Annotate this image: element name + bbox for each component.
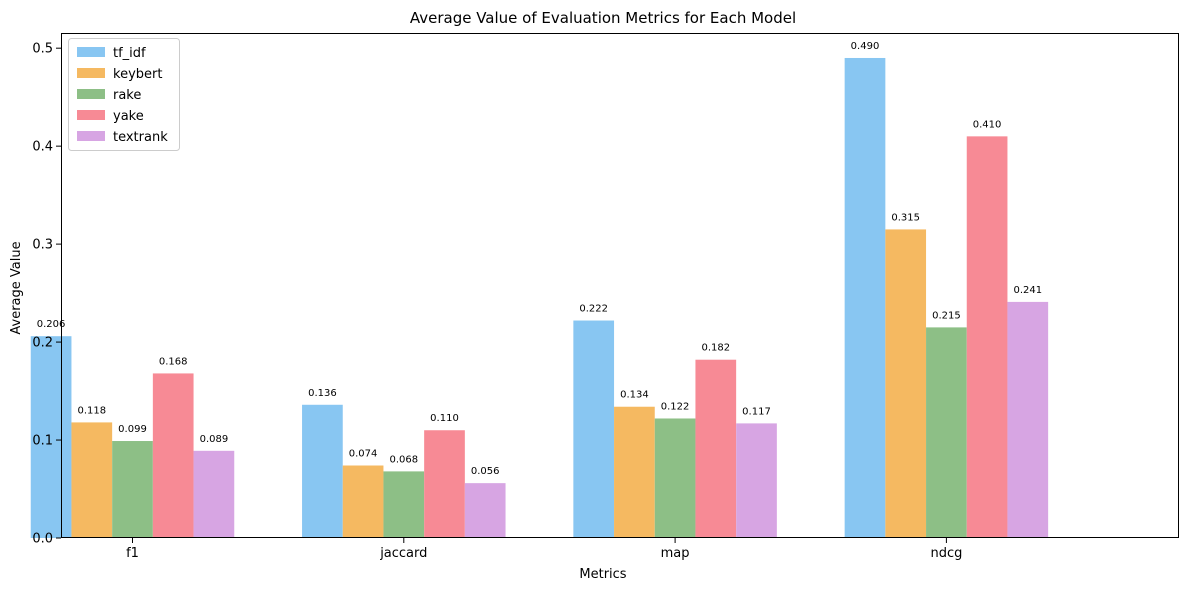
bar-rake-ndcg bbox=[926, 327, 967, 538]
x-axis-label: Metrics bbox=[579, 567, 626, 582]
y-axis: 0.0 0.1 0.2 0.3 0.4 0.5 bbox=[32, 42, 61, 547]
bar-rake-f1 bbox=[112, 441, 153, 538]
legend-box bbox=[68, 38, 180, 151]
data-label-keybert-ndcg: 0.315 bbox=[891, 212, 920, 223]
bar-textrank-ndcg bbox=[1007, 301, 1049, 538]
x-tick-label-ndcg: ndcg bbox=[930, 546, 962, 561]
chart-title: Average Value of Evaluation Metrics for … bbox=[410, 9, 796, 27]
data-labels-layer: 0.206 0.136 0.222 0.490 0.118 0.074 0.134 0.315… bbox=[37, 41, 1042, 477]
data-label-rake-f1: 0.099 bbox=[118, 424, 147, 435]
data-label-yake-jaccard: 0.110 bbox=[430, 413, 459, 424]
bar-yake-f1 bbox=[152, 373, 194, 538]
data-label-yake-ndcg: 0.410 bbox=[973, 119, 1002, 130]
legend-swatch-rake bbox=[77, 89, 105, 99]
bar-yake-map bbox=[695, 359, 737, 538]
y-tick-label: 0.3 bbox=[32, 238, 53, 253]
data-label-keybert-map: 0.134 bbox=[620, 390, 649, 401]
data-label-tf_idf-f1: 0.206 bbox=[37, 319, 66, 330]
bar-yake-ndcg bbox=[966, 136, 1008, 538]
plot-frame bbox=[61, 33, 1179, 538]
bar-rake-map bbox=[654, 418, 696, 538]
legend-label-yake: yake bbox=[113, 109, 144, 124]
y-tick-label: 0.4 bbox=[32, 140, 53, 155]
legend-swatch-textrank bbox=[77, 131, 105, 141]
data-label-yake-map: 0.182 bbox=[701, 343, 730, 354]
data-label-textrank-f1: 0.089 bbox=[200, 434, 229, 445]
bars-layer bbox=[30, 57, 1049, 539]
legend-label-textrank: textrank bbox=[113, 130, 168, 145]
bar-yake-jaccard bbox=[424, 430, 465, 538]
y-tick-label: 0.5 bbox=[32, 42, 53, 57]
x-tick-label-jaccard: jaccard bbox=[379, 546, 427, 561]
data-label-yake-f1: 0.168 bbox=[159, 356, 188, 367]
bar-textrank-map bbox=[736, 423, 777, 538]
bar-tf_idf-jaccard bbox=[302, 404, 343, 538]
x-axis: f1 jaccard map ndcg bbox=[126, 538, 962, 561]
bar-textrank-jaccard bbox=[464, 483, 506, 538]
legend-swatch-tf_idf bbox=[77, 47, 105, 57]
data-label-keybert-jaccard: 0.074 bbox=[349, 449, 378, 460]
legend-swatch-keybert bbox=[77, 68, 105, 78]
data-label-rake-map: 0.122 bbox=[661, 401, 690, 412]
data-label-textrank-map: 0.117 bbox=[742, 406, 771, 417]
data-label-tf_idf-jaccard: 0.136 bbox=[308, 388, 337, 399]
y-tick-label: 0.2 bbox=[32, 336, 53, 351]
data-label-tf_idf-map: 0.222 bbox=[579, 304, 608, 315]
legend-label-rake: rake bbox=[113, 88, 141, 103]
legend-label-tf_idf: tf_idf bbox=[113, 46, 146, 61]
bar-rake-jaccard bbox=[383, 471, 425, 538]
bar-tf_idf-ndcg bbox=[844, 57, 886, 539]
bar-tf_idf-map bbox=[573, 320, 615, 538]
y-tick-label: 0.0 bbox=[32, 532, 53, 547]
data-label-keybert-f1: 0.118 bbox=[77, 405, 106, 416]
x-tick-label-f1: f1 bbox=[126, 546, 139, 561]
data-label-rake-ndcg: 0.215 bbox=[932, 310, 961, 321]
y-tick-label: 0.1 bbox=[32, 434, 53, 449]
bar-keybert-f1 bbox=[71, 422, 113, 538]
bar-keybert-map bbox=[614, 406, 655, 538]
data-label-textrank-jaccard: 0.056 bbox=[471, 466, 500, 477]
bar-keybert-ndcg bbox=[885, 229, 927, 538]
data-label-rake-jaccard: 0.068 bbox=[389, 454, 418, 465]
data-label-textrank-ndcg: 0.241 bbox=[1013, 285, 1042, 296]
bar-tf_idf-f1 bbox=[30, 336, 72, 538]
legend-swatch-yake bbox=[77, 110, 105, 120]
bar-keybert-jaccard bbox=[342, 465, 384, 538]
legend-label-keybert: keybert bbox=[113, 67, 162, 82]
bar-textrank-f1 bbox=[193, 450, 235, 538]
x-tick-label-map: map bbox=[661, 546, 690, 561]
y-axis-label: Average Value bbox=[9, 241, 24, 334]
data-label-tf_idf-ndcg: 0.490 bbox=[851, 41, 880, 52]
